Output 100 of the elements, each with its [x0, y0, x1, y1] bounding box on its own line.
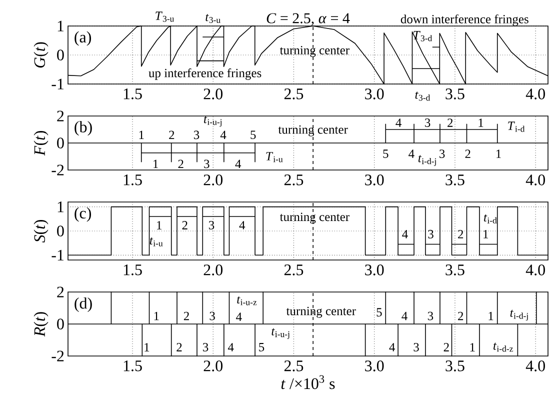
y-tick-label: -1 — [52, 78, 64, 90]
annotation: 4 — [402, 230, 408, 238]
annotation: 2 — [458, 230, 464, 238]
y-tick-label: -2 — [52, 164, 64, 176]
x-tick-label: 3.5 — [446, 264, 464, 276]
annotation: 2 — [178, 160, 184, 168]
annotation: turning center — [280, 212, 350, 224]
annotation: (d) — [74, 297, 92, 312]
y-tick-label: 2 — [57, 110, 64, 122]
annotation: t$_{i-u-j}$ — [272, 328, 290, 339]
x-tick-label: 2.0 — [204, 264, 222, 276]
x-tick-label: 3.5 — [446, 88, 464, 100]
annotation: 2 — [458, 312, 464, 320]
x-tick-label: 3.5 — [446, 174, 464, 186]
annotation: t$_{i-u-z}$ — [237, 296, 257, 306]
annotation: 3 — [425, 118, 430, 127]
annotation: 3 — [440, 150, 445, 158]
annotation: 4 — [408, 150, 414, 158]
annotation: t$_{i-d-j}$ — [418, 155, 436, 166]
y-axis-title: G(t) — [34, 42, 48, 68]
y-tick-label: 1 — [58, 20, 64, 32]
chart-title: C = 2.5, α = 4 — [266, 13, 350, 26]
annotation: t$_{i-u-j}$ — [204, 116, 222, 127]
annotation: 5 — [383, 150, 388, 158]
annotation: (c) — [74, 207, 91, 222]
annotation: t$_{i-d}$ — [484, 214, 497, 224]
annotation: 3 — [428, 312, 434, 320]
annotation: 1 — [488, 312, 494, 320]
x-tick-label: 2.0 — [204, 88, 222, 100]
y-axis-title: S(t) — [34, 220, 48, 243]
x-tick-label: 3.0 — [365, 360, 384, 372]
annotation: t$_{i-u}$ — [150, 237, 163, 246]
x-tick-label: 4.0 — [526, 264, 545, 276]
x-tick-label: 2.5 — [284, 88, 304, 100]
x-tick-label: 3.0 — [365, 174, 384, 186]
annotation: turning center — [278, 125, 348, 136]
x-tick-label: 3.0 — [365, 88, 384, 100]
x-tick-label: 1.5 — [124, 360, 142, 372]
annotation: 5 — [259, 343, 264, 352]
annotation: T$_{3-d}$ — [414, 31, 432, 42]
x-tick-label: 1.5 — [124, 174, 142, 186]
annotation: up interference fringes — [148, 68, 262, 80]
annotation: 4 — [235, 160, 242, 168]
x-tick-label: 2.0 — [204, 174, 222, 186]
annotation: 3 — [210, 312, 215, 320]
annotation: 2 — [465, 150, 470, 158]
y-tick-label: -1 — [52, 250, 64, 260]
annotation: turning center — [286, 306, 356, 318]
annotation: 2 — [182, 221, 188, 230]
x-tick-label: 2.5 — [284, 174, 304, 186]
y-tick-label: 2 — [57, 286, 64, 298]
annotation: 1 — [139, 130, 144, 140]
x-tick-label: 1.5 — [124, 88, 142, 100]
annotation: 1 — [478, 118, 484, 127]
x-tick-label: 4.0 — [526, 360, 545, 372]
annotation: 1 — [157, 221, 162, 230]
text: T$_{3-u}$ — [156, 12, 174, 22]
x-tick-label: 2.5 — [284, 264, 304, 276]
annotation: 4 — [236, 312, 242, 321]
annotation: 1 — [484, 230, 488, 238]
annotation: T$_{i-d}$ — [508, 122, 525, 132]
x-tick-label: 3.0 — [365, 264, 384, 276]
annotation: 1 — [154, 312, 159, 320]
annotation: 4 — [402, 312, 408, 320]
text: down interference fringes — [400, 14, 528, 26]
annotation: 1 — [496, 150, 501, 158]
annotation: 3 — [208, 220, 214, 230]
annotation: 1 — [470, 343, 475, 352]
annotation: 4 — [239, 221, 246, 230]
annotation: 4 — [228, 343, 234, 352]
x-tick-label: 2.5 — [284, 360, 304, 372]
annotation: 4 — [389, 343, 396, 352]
annotation: 3 — [194, 130, 200, 140]
annotation: T$_{i-u}$ — [266, 152, 283, 162]
x-tick-label: 4.0 — [526, 174, 545, 186]
y-axis-title: F(t) — [34, 131, 48, 156]
y-tick-label: -2 — [52, 350, 64, 362]
annotation: 2 — [169, 130, 174, 140]
text: t$_{3-u}$ — [206, 14, 220, 23]
annotation: (a) — [74, 31, 91, 46]
y-tick-label: 0 — [57, 50, 64, 60]
x-tick-label: 2.0 — [204, 360, 222, 372]
annotation: 3 — [428, 230, 434, 238]
x-tick-label: 4.0 — [526, 88, 545, 100]
annotation: 3 — [203, 342, 208, 352]
annotation: 1 — [154, 160, 158, 168]
x-tick-label: 3.5 — [446, 360, 464, 372]
annotation: (b) — [74, 121, 92, 136]
annotation: 3 — [204, 160, 210, 168]
annotation: 1 — [144, 343, 150, 352]
annotation: 5 — [376, 308, 382, 316]
annotation: t$_{i-d-z}$ — [494, 342, 513, 352]
annotation: 2 — [444, 343, 449, 352]
y-tick-label: 0 — [57, 138, 64, 148]
annotation: 5 — [250, 130, 256, 140]
y-tick-label: 0 — [57, 318, 64, 330]
annotation: 2 — [176, 343, 182, 352]
annotation: 4 — [396, 118, 402, 127]
annotation: turning center — [280, 46, 350, 57]
annotation: 2 — [184, 312, 189, 320]
